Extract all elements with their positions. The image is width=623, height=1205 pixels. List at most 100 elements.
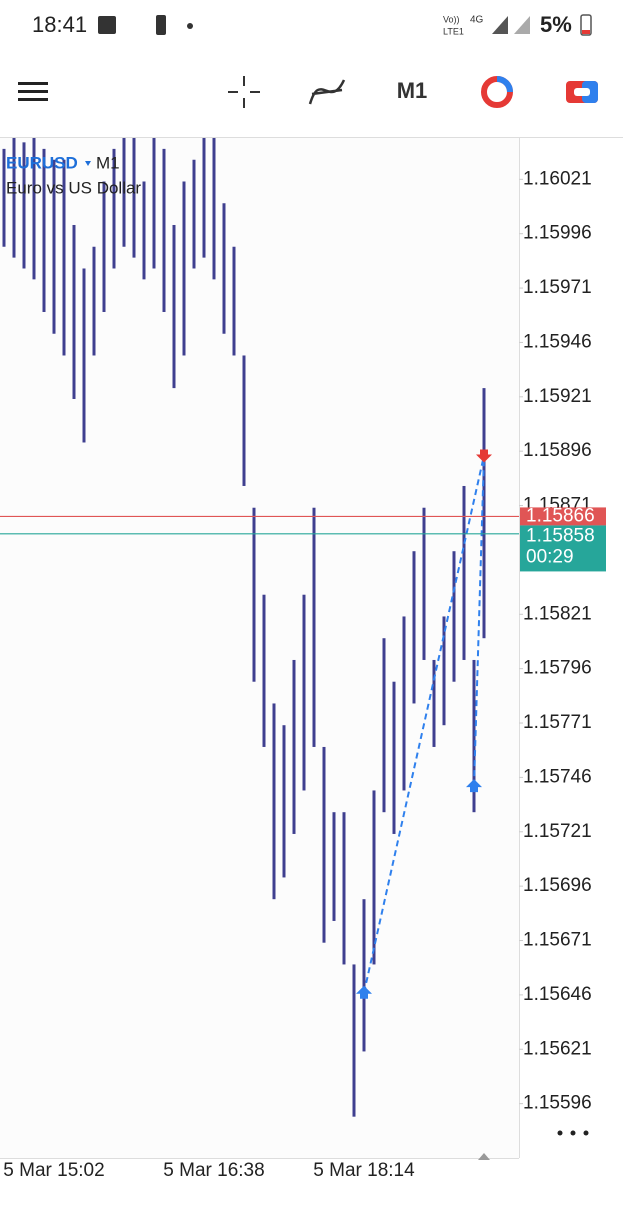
trade-button-arc [496, 76, 513, 93]
price-bar [242, 355, 246, 486]
y-tick-label: 1.15996 [523, 223, 592, 244]
y-tick-label: 1.15671 [523, 930, 592, 951]
price-bar [462, 485, 466, 660]
price-bar [162, 148, 166, 312]
price-bar [282, 725, 286, 878]
price-bar [382, 638, 386, 813]
plot [2, 138, 486, 1117]
price-bar [92, 246, 96, 356]
price-bar [152, 138, 156, 269]
price-bar [402, 616, 406, 791]
status-icon [98, 16, 116, 34]
price-bar [312, 507, 316, 747]
price-bar [182, 181, 186, 356]
x-tick-label: 5 Mar 18:14 [313, 1160, 415, 1181]
menu-bar [18, 82, 48, 85]
price-bar [302, 594, 306, 791]
y-tick-label: 1.15621 [523, 1038, 592, 1059]
menu-bar [18, 98, 48, 101]
crosshair-button[interactable] [228, 76, 260, 108]
ask-label-box [520, 507, 606, 526]
y-tick-label: 1.15646 [523, 984, 592, 1005]
x-tick-label: 5 Mar 15:02 [3, 1160, 104, 1181]
price-bar [352, 964, 356, 1117]
battery-icon [580, 14, 592, 36]
y-tick-label: 1.15771 [523, 712, 592, 733]
price-bar [262, 594, 266, 747]
price-bar [192, 159, 196, 269]
price-bar [252, 507, 256, 682]
price-bar [72, 224, 76, 399]
price-bar [82, 268, 86, 443]
status-battery: 5% [540, 12, 572, 37]
signal-icon [514, 16, 530, 34]
price-bar [42, 148, 46, 312]
signal-icon [492, 16, 508, 34]
y-tick-label: 1.15921 [523, 386, 592, 407]
buy-marker [466, 779, 482, 793]
status-time: 18:41 [32, 12, 87, 37]
price-bar [472, 659, 476, 813]
sell-marker [476, 449, 492, 463]
buy-marker [356, 985, 372, 999]
price-bar [322, 746, 326, 943]
more-dot[interactable] [570, 1130, 576, 1136]
battery-level [582, 30, 590, 34]
scroll-handle[interactable] [478, 1153, 490, 1160]
menu-button[interactable] [18, 82, 48, 101]
menu-bar [18, 90, 48, 93]
price-bar [102, 181, 106, 312]
indicators-button[interactable] [308, 79, 346, 105]
y-tick-label: 1.15721 [523, 821, 592, 842]
price-bar [112, 148, 116, 269]
price-bar [412, 551, 416, 704]
price-bar [142, 181, 146, 280]
price-bar [62, 159, 66, 356]
price-bar [32, 138, 36, 280]
price-bar [2, 148, 6, 247]
trade-link [473, 455, 485, 787]
price-bar [422, 507, 426, 660]
price-bar [442, 616, 446, 726]
price-bar [482, 388, 486, 639]
x-tick-label: 5 Mar 16:38 [163, 1160, 264, 1181]
price-bar [22, 142, 26, 269]
y-tick-label: 1.15971 [523, 277, 592, 298]
price-bar [342, 812, 346, 965]
price-bar [222, 203, 226, 334]
countdown: 00:29 [526, 546, 574, 567]
y-tick-label: 1.16021 [523, 168, 592, 189]
price-bar [122, 138, 126, 247]
ask-label: 1.15866 [526, 505, 595, 526]
symbol-dropdown[interactable] [85, 161, 91, 166]
trade-link [363, 455, 485, 993]
price-bar [372, 790, 376, 965]
symbol[interactable]: EURUSD [6, 153, 78, 172]
y-tick-label: 1.15746 [523, 766, 592, 787]
price-bar [132, 138, 136, 258]
bid-label-box [520, 525, 606, 572]
price-bar [362, 899, 366, 1052]
price-bar [272, 703, 276, 900]
plot-area [0, 138, 519, 1158]
price-bar [432, 659, 436, 747]
price-bar [292, 659, 296, 834]
more-dot[interactable] [583, 1130, 589, 1136]
price-bar [202, 138, 206, 258]
price-bar [392, 681, 396, 834]
price-bar [212, 138, 216, 280]
timeframe-button[interactable]: M1 [397, 78, 428, 103]
y-tick-label: 1.15896 [523, 440, 592, 461]
y-tick-label: 1.15796 [523, 658, 592, 679]
price-bar [52, 159, 56, 334]
bid-label: 1.15858 [526, 525, 595, 546]
symbol-description: Euro vs US Dollar [6, 178, 141, 197]
status-icon [156, 15, 166, 35]
price-bar [332, 812, 336, 921]
y-tick-label: 1.15696 [523, 875, 592, 896]
price-bar [232, 246, 236, 356]
more-dot[interactable] [557, 1130, 563, 1136]
status-dot [187, 23, 193, 29]
